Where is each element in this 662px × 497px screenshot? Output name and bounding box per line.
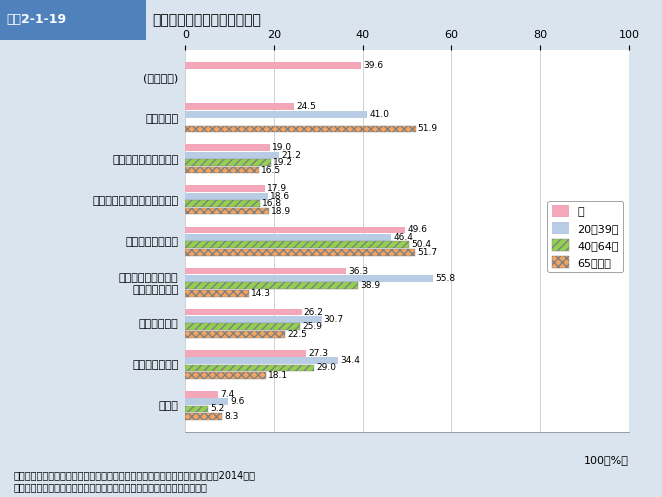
Bar — [185, 208, 269, 215]
Text: 17.9: 17.9 — [267, 184, 287, 193]
Bar — [185, 398, 228, 405]
Text: 50.4: 50.4 — [411, 240, 431, 249]
Text: 22.5: 22.5 — [287, 330, 307, 339]
Bar — [185, 324, 301, 331]
FancyBboxPatch shape — [0, 0, 146, 40]
Bar — [185, 145, 269, 151]
Text: 14.3: 14.3 — [251, 289, 271, 298]
Text: 49.6: 49.6 — [408, 226, 428, 235]
Text: 27.3: 27.3 — [308, 348, 328, 358]
Bar — [185, 275, 433, 282]
Bar — [185, 234, 391, 241]
Text: 18.9: 18.9 — [271, 207, 291, 216]
Bar — [185, 248, 414, 255]
Text: 24.5: 24.5 — [297, 102, 316, 111]
Bar — [185, 267, 346, 274]
Text: 資料：厚生労働省政策統括官付政策評価官室委託「健康意識に関する調査」（2014年）
（注）　「健康に関して何らかの不安がある」と回答した人に対する質問: 資料：厚生労働省政策統括官付政策評価官室委託「健康意識に関する調査」（2014年… — [13, 471, 256, 492]
Bar — [185, 282, 358, 289]
Bar — [185, 290, 249, 297]
Bar — [185, 316, 322, 323]
Text: 16.5: 16.5 — [261, 166, 281, 174]
Text: 36.3: 36.3 — [349, 266, 369, 275]
Legend: 計, 20～39歳, 40～64歳, 65歳以上: 計, 20～39歳, 40～64歳, 65歳以上 — [547, 201, 624, 272]
Bar — [185, 406, 209, 413]
Text: 21.2: 21.2 — [281, 151, 301, 160]
Bar — [185, 126, 416, 132]
Text: 5.2: 5.2 — [211, 405, 225, 414]
Bar — [185, 350, 307, 356]
Text: 55.8: 55.8 — [435, 274, 455, 283]
Text: 19.0: 19.0 — [272, 143, 292, 153]
Text: 100（%）: 100（%） — [584, 455, 629, 465]
Text: 41.0: 41.0 — [369, 110, 389, 119]
Text: 38.9: 38.9 — [360, 281, 380, 290]
Text: 19.2: 19.2 — [273, 158, 293, 167]
Bar — [185, 111, 367, 118]
Bar — [185, 62, 361, 69]
Bar — [185, 200, 260, 207]
Text: 18.1: 18.1 — [268, 371, 288, 380]
Text: 46.4: 46.4 — [393, 233, 413, 242]
Text: 18.6: 18.6 — [270, 192, 290, 201]
Bar — [185, 242, 409, 248]
Text: 34.4: 34.4 — [340, 356, 360, 365]
Text: 51.9: 51.9 — [418, 124, 438, 134]
Text: 9.6: 9.6 — [230, 397, 244, 406]
Text: 図表2-1-19: 図表2-1-19 — [7, 13, 67, 26]
Bar — [185, 166, 259, 173]
Bar — [185, 185, 265, 192]
Bar — [185, 391, 218, 398]
Text: 25.9: 25.9 — [303, 323, 322, 331]
Bar — [185, 309, 302, 316]
Text: 51.7: 51.7 — [417, 248, 437, 256]
Text: 39.6: 39.6 — [363, 61, 383, 70]
Text: 26.2: 26.2 — [304, 308, 324, 317]
Bar — [185, 357, 338, 364]
Bar — [185, 413, 222, 420]
Text: 16.8: 16.8 — [262, 199, 282, 208]
Bar — [185, 152, 279, 159]
Text: 29.0: 29.0 — [316, 363, 336, 372]
Bar — [185, 372, 265, 379]
Bar — [185, 103, 294, 110]
Bar — [185, 364, 314, 371]
Bar — [185, 193, 268, 200]
Bar — [185, 159, 271, 166]
Text: 8.3: 8.3 — [224, 412, 239, 421]
Bar — [185, 227, 405, 234]
Text: 30.7: 30.7 — [324, 315, 344, 324]
Bar — [185, 331, 285, 337]
Text: 7.4: 7.4 — [220, 390, 234, 399]
Text: 健康に関して抱えている不安: 健康に関して抱えている不安 — [152, 13, 261, 27]
